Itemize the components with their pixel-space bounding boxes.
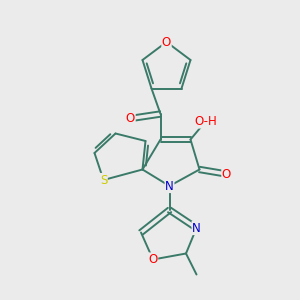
Text: O-H: O-H [194,115,217,128]
Text: N: N [165,179,174,193]
Text: O: O [162,35,171,49]
Text: O: O [148,253,158,266]
Text: O: O [222,167,231,181]
Text: N: N [192,221,201,235]
Text: O: O [126,112,135,125]
Text: S: S [100,173,107,187]
